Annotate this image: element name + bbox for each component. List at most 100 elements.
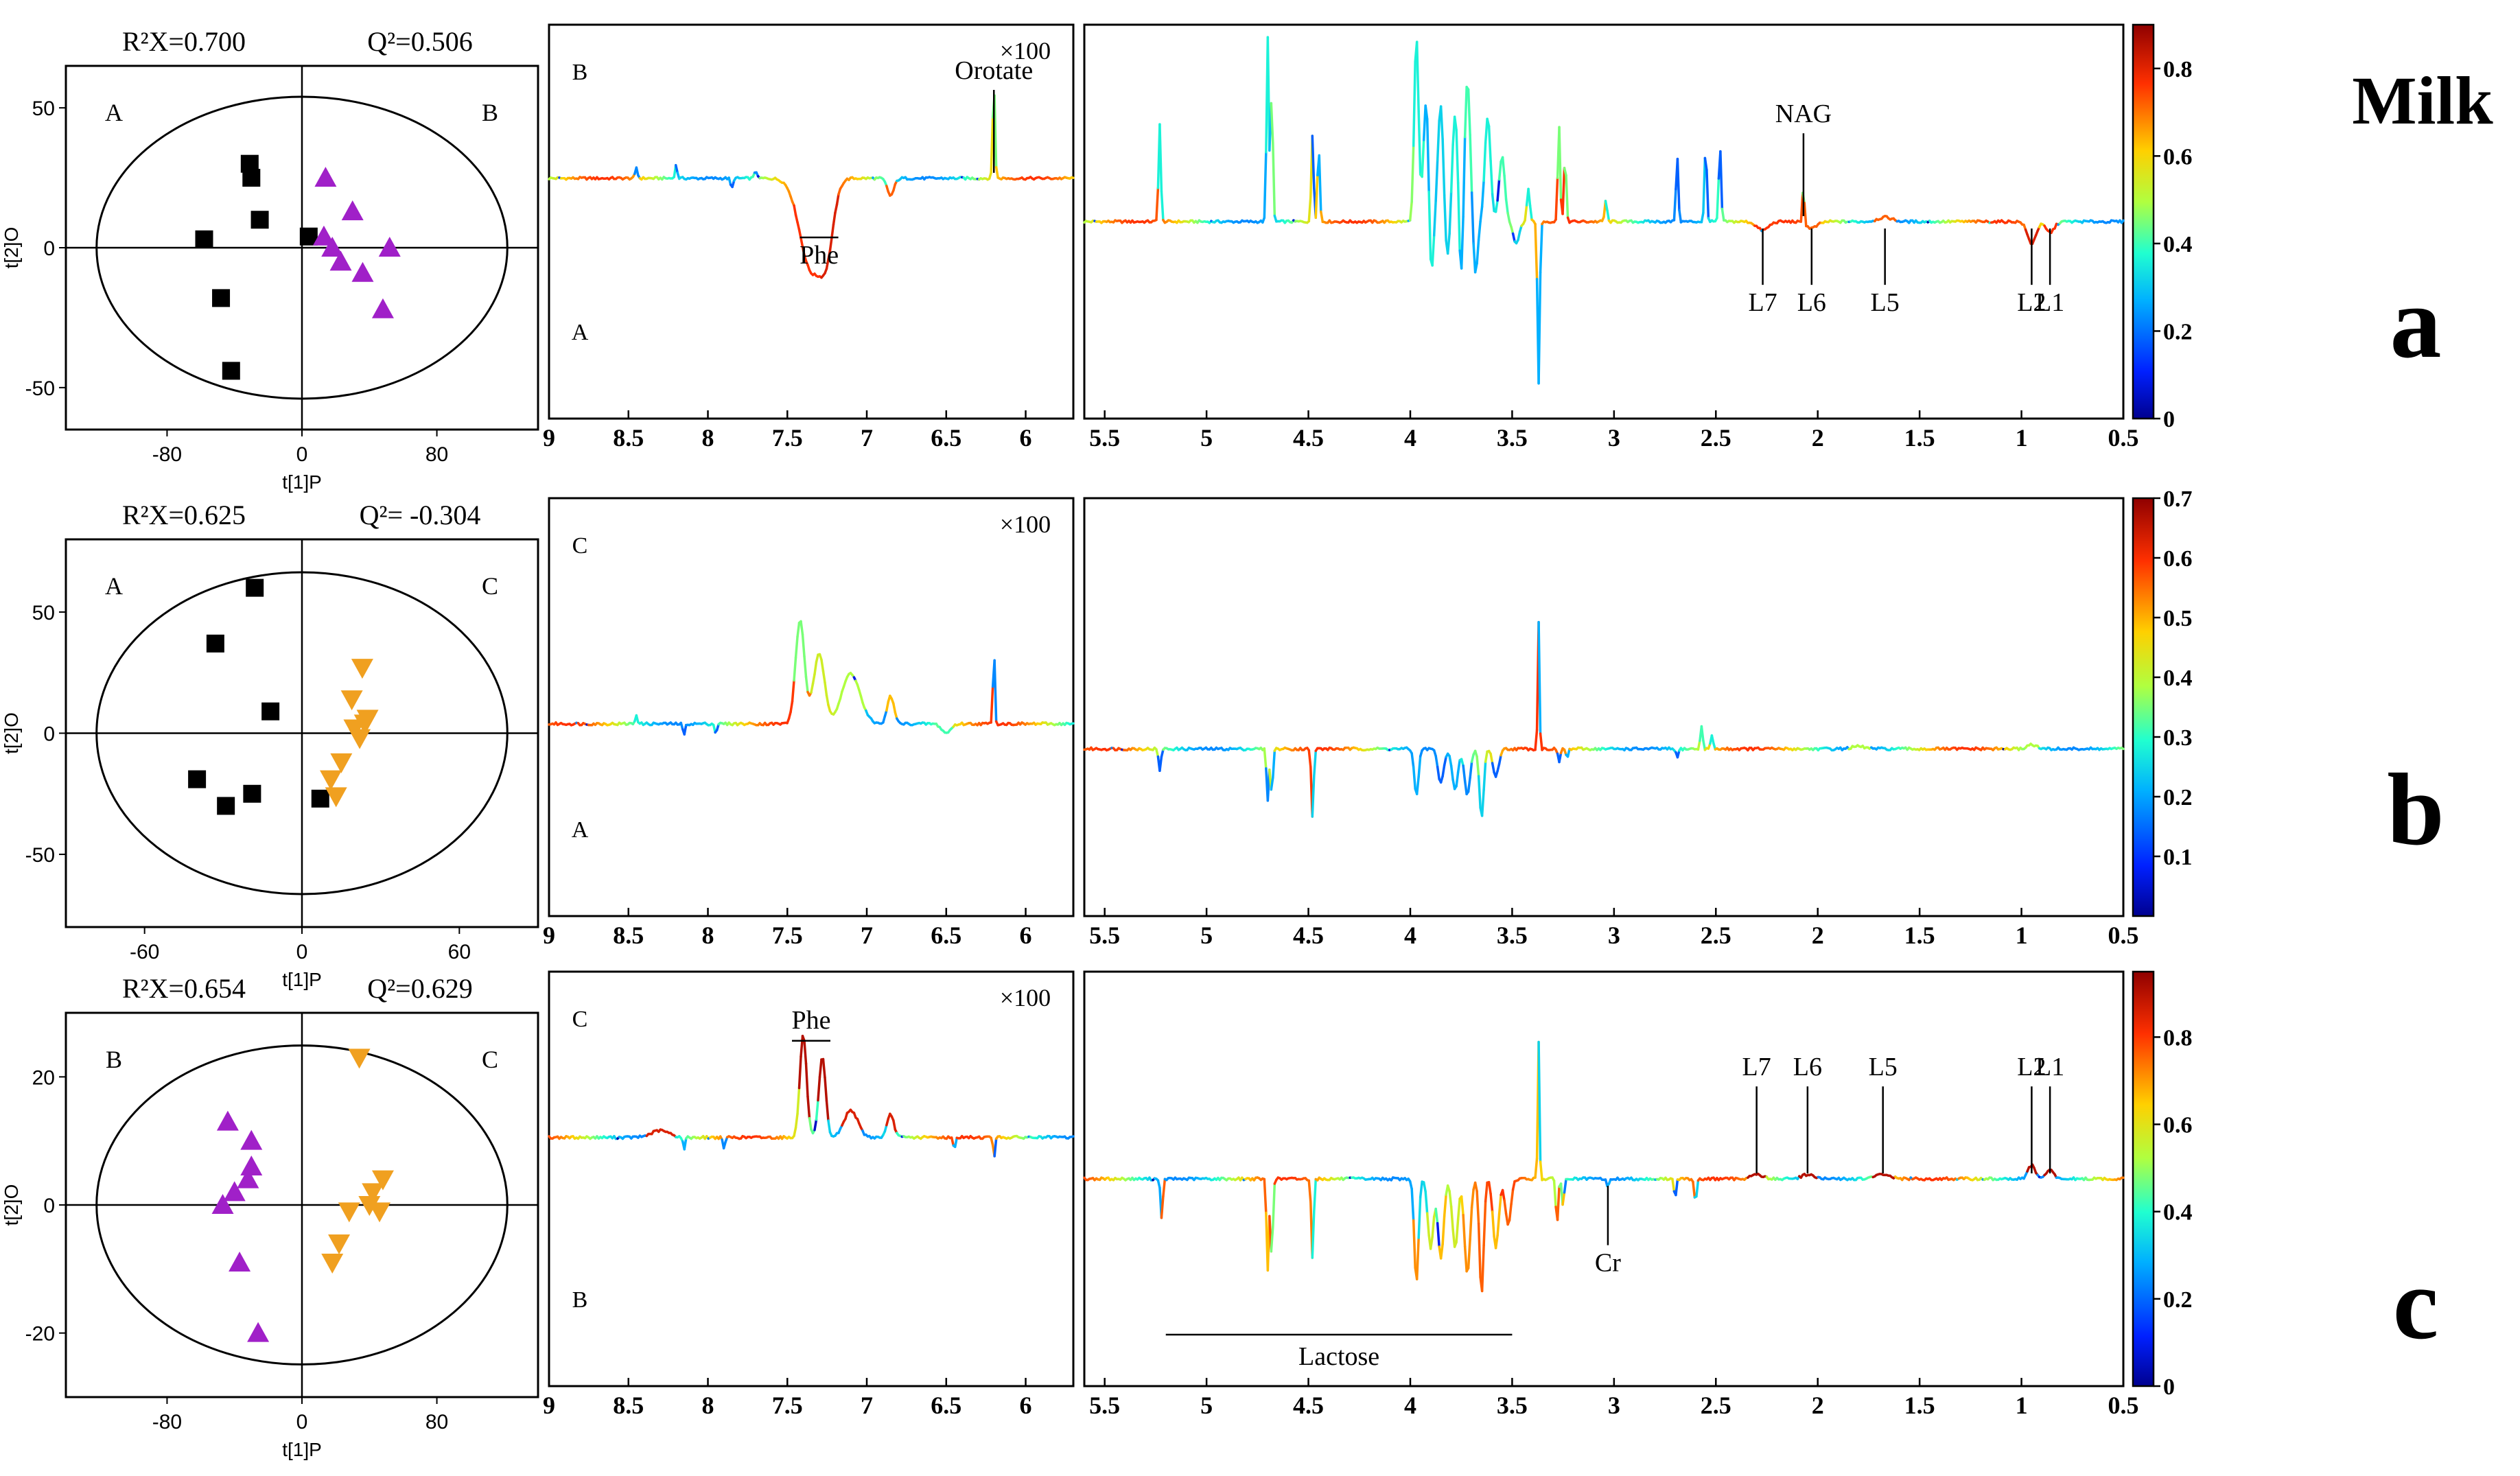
aliphatic-trace-segment <box>1470 1188 1475 1209</box>
aliphatic-trace-segment <box>1480 788 1485 817</box>
aliphatic-trace-segment <box>1410 752 1415 769</box>
aliphatic-trace-segment <box>1412 766 1416 790</box>
aromatic-trace-segment <box>793 204 797 216</box>
aliphatic-trace-segment <box>1408 1180 1413 1191</box>
score-point-C <box>358 1196 381 1216</box>
aromatic-trace-segment <box>821 1057 826 1079</box>
colorbar-tick-label: 0.8 <box>2163 1025 2193 1051</box>
aliphatic-trace-segment <box>1307 196 1312 223</box>
aliphatic-trace-segment <box>1487 1181 1492 1195</box>
aliphatic-trace-segment <box>1702 739 1707 751</box>
aliphatic-trace-segment <box>1489 752 1494 764</box>
aliphatic-trace-segment <box>1470 753 1475 763</box>
aliphatic-tick-label: 5 <box>1200 922 1213 949</box>
q2-label: Q²=0.506 <box>367 26 472 57</box>
aromatic-tick-label: 7.5 <box>772 922 803 949</box>
hotelling-ellipse <box>95 571 509 895</box>
aromatic-trace-segment <box>828 236 833 252</box>
aliphatic-trace-segment <box>1482 760 1487 791</box>
aromatic-trace-segment <box>820 658 825 672</box>
aliphatic-tick-label: 4.5 <box>1293 922 1324 949</box>
aromatic-trace-segment <box>824 1076 828 1103</box>
colorbar-tick-label: 0.6 <box>2163 1113 2193 1138</box>
score-point-B <box>378 237 401 257</box>
aliphatic-trace-segment <box>1496 178 1501 202</box>
aromatic-trace-segment <box>953 1136 958 1149</box>
score-point-C <box>325 787 347 808</box>
score-point-A <box>250 211 269 229</box>
aliphatic-trace-segment <box>1263 747 1268 770</box>
aromatic-tick-label: 6 <box>1020 922 1032 949</box>
aromatic-trace-segment <box>811 672 816 686</box>
aliphatic-trace-segment <box>1460 1195 1465 1217</box>
aromatic-trace-segment <box>990 1136 994 1147</box>
aliphatic-trace-segment <box>1448 190 1453 235</box>
aliphatic-trace-segment <box>1431 1215 1436 1239</box>
aromatic-trace-segment <box>794 635 799 659</box>
score-point-A <box>246 578 264 597</box>
aliphatic-trace-segment <box>1455 1217 1460 1244</box>
aliphatic-trace-segment <box>1431 234 1436 267</box>
aliphatic-trace-segment <box>1556 1185 1561 1221</box>
score-point-A <box>217 797 235 815</box>
aliphatic-trace-segment <box>1270 776 1274 791</box>
aliphatic-trace-segment <box>1558 751 1563 764</box>
aliphatic-trace-segment <box>1439 1243 1444 1260</box>
aromatic-trace-segment <box>834 203 839 214</box>
aliphatic-trace-segment <box>1313 1178 1318 1213</box>
aromatic-trace-segment <box>827 1119 832 1134</box>
aliphatic-trace-segment <box>1475 1190 1480 1226</box>
aromatic-trace-segment <box>797 1055 802 1090</box>
aliphatic-trace-segment <box>1448 755 1453 767</box>
aliphatic-trace-segment <box>1497 1193 1502 1216</box>
aliphatic-trace-segment <box>1463 780 1468 796</box>
aliphatic-trace-segment <box>1272 1182 1276 1228</box>
aromatic-tick-label: 8 <box>702 424 714 452</box>
row-label: a <box>2390 266 2442 379</box>
aliphatic-trace-segment <box>1469 760 1473 780</box>
aromatic-tick-label: 7 <box>861 1392 873 1419</box>
score-point-B <box>240 1129 263 1150</box>
aromatic-tick-label: 6.5 <box>931 922 961 949</box>
aliphatic-trace-segment <box>1503 1199 1508 1215</box>
aromatic-trace-segment <box>990 116 994 174</box>
aromatic-frame <box>548 497 1075 917</box>
aliphatic-trace-segment <box>1710 734 1715 745</box>
aliphatic-trace-segment <box>1672 187 1677 222</box>
aliphatic-trace-segment <box>1462 764 1467 782</box>
aromatic-annotation: Phe <box>792 1006 831 1035</box>
aliphatic-trace-segment <box>2120 747 2125 751</box>
aromatic-tick-label: 7 <box>861 424 873 452</box>
colorbar-tick-label: 0.4 <box>2163 666 2193 691</box>
aliphatic-trace-segment <box>1695 1179 1700 1198</box>
aliphatic-trace-segment <box>1475 755 1480 777</box>
aromatic-trace-segment <box>796 621 801 638</box>
aliphatic-trace-segment <box>1421 139 1425 178</box>
aliphatic-trace-segment <box>1503 174 1508 201</box>
aliphatic-trace-segment <box>1158 755 1163 773</box>
aliphatic-trace-segment <box>1446 232 1451 255</box>
score-y-label: t[2]O <box>1 712 22 754</box>
aromatic-bottom-group-label: B <box>572 1287 588 1313</box>
aromatic-trace-segment <box>818 1058 823 1079</box>
aliphatic-trace-segment <box>1449 143 1454 194</box>
aromatic-tick-label: 8 <box>702 1392 714 1419</box>
aliphatic-trace-segment <box>1700 211 1705 224</box>
aliphatic-trace-segment <box>1462 135 1467 218</box>
aliphatic-trace-segment <box>1494 199 1499 213</box>
colorbar <box>2132 497 2155 917</box>
aromatic-trace-segment <box>675 164 679 174</box>
aromatic-trace-segment <box>993 94 998 169</box>
aliphatic-trace-segment <box>1417 755 1422 778</box>
aromatic-trace-segment <box>808 1116 813 1131</box>
aliphatic-trace-segment <box>1451 1228 1456 1248</box>
score-point-B <box>312 225 335 246</box>
aliphatic-trace-segment <box>1422 1181 1427 1193</box>
aliphatic-trace-segment <box>1477 775 1482 809</box>
aromatic-scale-note: ×100 <box>1000 984 1051 1011</box>
aromatic-scale-note: ×100 <box>1000 511 1051 538</box>
aliphatic-trace-segment <box>1496 1213 1501 1237</box>
aliphatic-trace-segment <box>1463 1245 1468 1273</box>
aliphatic-trace-segment <box>1462 1214 1467 1248</box>
